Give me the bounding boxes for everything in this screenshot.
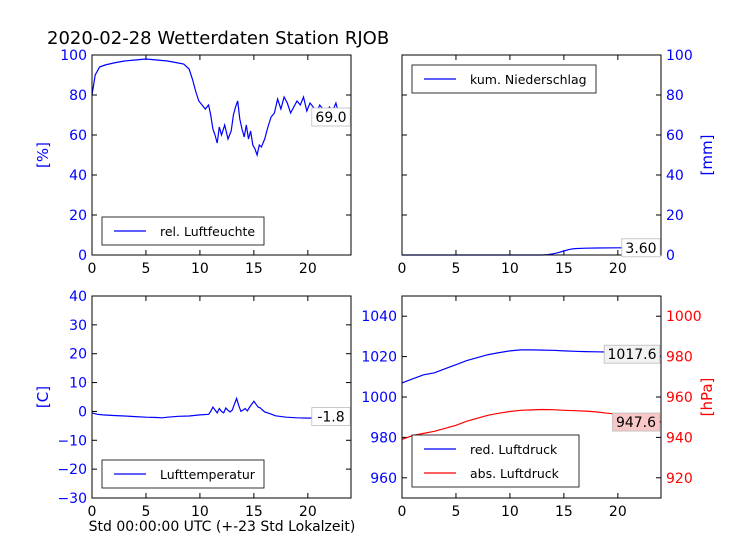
bottom-right-xtick-label: 0 (398, 504, 407, 520)
bottom-left-ylabel: [C] (34, 386, 52, 408)
bottom-right-ytick-left-label: 1000 (361, 390, 397, 406)
top-left-current-value-box (311, 107, 351, 127)
top-left-ytick-label: 100 (60, 48, 87, 64)
bottom-right-ytick-right-label: 920 (666, 471, 693, 487)
bottom-right-legend-label-1: abs. Luftdruck (470, 466, 560, 481)
top-right-current-value-box (621, 238, 661, 258)
top-left-legend-label-0: rel. Luftfeuchte (160, 224, 255, 239)
top-right-xtick-label: 10 (501, 261, 519, 277)
top-right-ylabel: [mm] (698, 135, 716, 176)
top-right-xtick-label: 0 (398, 261, 407, 277)
top-right-ytick-label: 60 (666, 128, 684, 144)
bottom-right-current-value-left-box (603, 344, 661, 364)
bottom-right-ytick-left-label: 1020 (361, 350, 397, 366)
bottom-right-ytick-left-label: 980 (370, 430, 397, 446)
bottom-right-ytick-left-label: 1040 (361, 309, 397, 325)
bottom-left-ytick-label: −10 (57, 433, 87, 449)
top-left-ytick-label: 0 (78, 248, 87, 264)
bottom-right-legend (411, 434, 580, 488)
bottom-left-current-value-box (311, 407, 351, 427)
top-right-legend-label-0: kum. Niederschlag (470, 72, 587, 87)
bottom-left-ytick-label: 30 (69, 318, 87, 334)
bottom-right-xtick-label: 20 (609, 504, 627, 520)
top-left-series-line-0 (91, 58, 352, 158)
bottom-right-legend-label-0: red. Luftdruck (470, 442, 558, 457)
bottom-right-ytick-left-label: 960 (370, 471, 397, 487)
bottom-left-xtick-label: 15 (245, 504, 263, 520)
bottom-right-ytick-right-label: 980 (666, 350, 693, 366)
bottom-right-current-value-right: 947.6 (616, 415, 656, 431)
top-right-ytick-label: 20 (666, 208, 684, 224)
bottom-left-frame (91, 295, 352, 499)
bottom-right-xtick-label: 10 (501, 504, 519, 520)
top-right-ytick-label: 100 (666, 48, 693, 64)
bottom-right-current-value-right-box (612, 412, 660, 432)
bottom-left-ytick-label: 0 (78, 404, 87, 420)
bottom-left-xtick-label: 5 (141, 504, 150, 520)
bottom-right-frame (401, 295, 662, 499)
bottom-left-ytick-label: −30 (57, 491, 87, 507)
top-left-ytick-label: 80 (69, 88, 87, 104)
bottom-right-current-value-left: 1017.6 (608, 347, 657, 363)
chart-title: 2020-02-28 Wetterdaten Station RJOB (47, 28, 389, 49)
top-right-ytick-label: 40 (666, 168, 684, 184)
top-right-xtick-label: 15 (555, 261, 573, 277)
top-right-frame (401, 54, 662, 256)
top-right-xtick-label: 5 (451, 261, 460, 277)
bottom-right-ylabel: [hPa] (698, 378, 716, 417)
bottom-left-ytick-label: 10 (69, 376, 87, 392)
top-left-xtick-label: 0 (88, 261, 97, 277)
x-axis-label: Std 00:00:00 UTC (+-23 Std Lokalzeit) (89, 519, 356, 535)
top-left-ylabel: [%] (34, 142, 52, 168)
bottom-right-xtick-label: 15 (555, 504, 573, 520)
bottom-left-ytick-label: 40 (69, 289, 87, 305)
top-left-xtick-label: 5 (141, 261, 150, 277)
top-left-frame (91, 54, 352, 256)
bottom-right-ytick-right-label: 1000 (666, 309, 702, 325)
bottom-right-ytick-right-label: 940 (666, 430, 693, 446)
bottom-left-xtick-label: 0 (88, 504, 97, 520)
top-left-xtick-label: 20 (299, 261, 317, 277)
top-left-current-value: 69.0 (315, 110, 346, 126)
bottom-left-current-value: -1.8 (317, 410, 344, 426)
top-right-ytick-label: 0 (666, 248, 675, 264)
bottom-right-xtick-label: 5 (451, 504, 460, 520)
top-left-ytick-label: 60 (69, 128, 87, 144)
top-right-current-value: 3.60 (625, 241, 656, 257)
bottom-left-xtick-label: 20 (299, 504, 317, 520)
top-left-xtick-label: 15 (245, 261, 263, 277)
top-left-ytick-label: 40 (69, 168, 87, 184)
bottom-left-ytick-label: 20 (69, 347, 87, 363)
bottom-left-ytick-label: −20 (57, 462, 87, 478)
bottom-left-legend-label-0: Lufttemperatur (160, 467, 256, 482)
top-left-ytick-label: 20 (69, 208, 87, 224)
top-left-xtick-label: 10 (191, 261, 209, 277)
bottom-right-ytick-right-label: 960 (666, 390, 693, 406)
bottom-left-xtick-label: 10 (191, 504, 209, 520)
top-right-ytick-label: 80 (666, 88, 684, 104)
bottom-left-series-line-0 (91, 396, 352, 419)
top-right-xtick-label: 20 (609, 261, 627, 277)
